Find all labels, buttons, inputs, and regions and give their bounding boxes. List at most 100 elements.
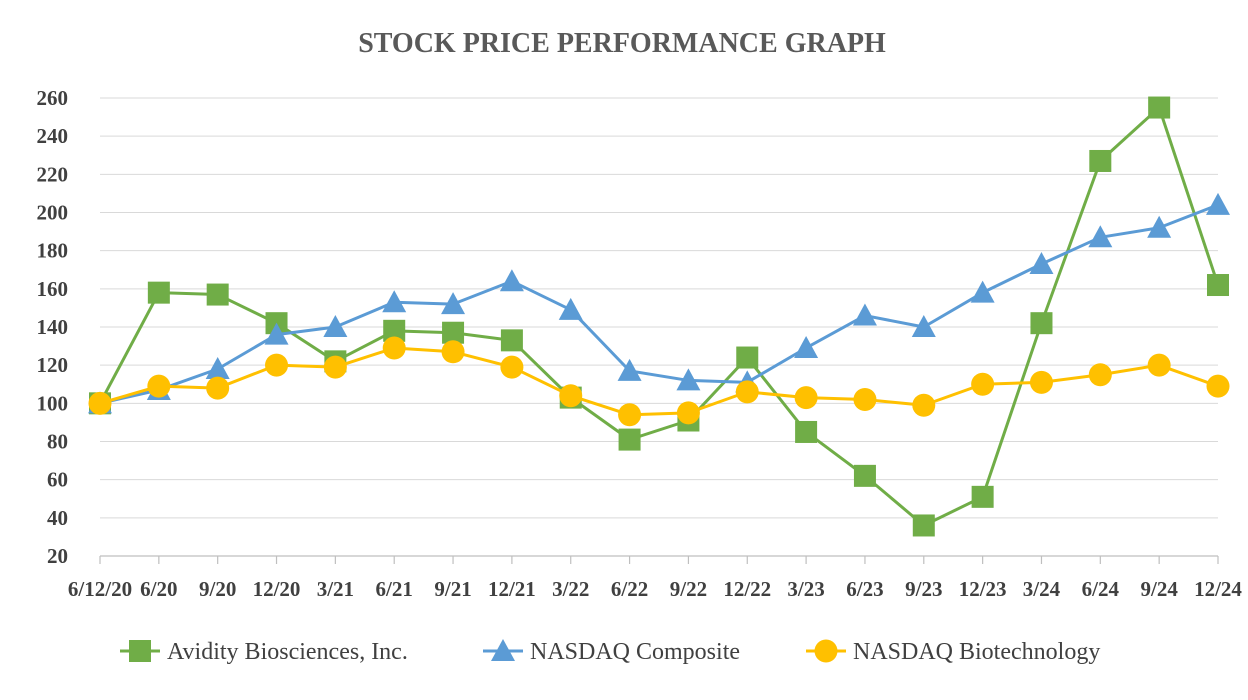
data-point	[676, 368, 701, 391]
data-point	[500, 355, 524, 379]
legend-label: Avidity Biosciences, Inc.	[167, 639, 408, 665]
x-tick-label: 12/20	[253, 577, 301, 601]
data-point	[500, 329, 523, 352]
series-1	[89, 96, 1229, 537]
x-axis	[99, 555, 1219, 564]
y-tick-label: 220	[37, 162, 69, 186]
y-tick-label: 60	[47, 468, 68, 492]
data-point	[88, 391, 112, 415]
data-point	[795, 420, 818, 443]
legend-marker	[129, 640, 151, 662]
series-lines	[88, 96, 1230, 537]
y-tick-label: 100	[37, 391, 69, 415]
legend: Avidity Biosciences, Inc. NASDAQ Composit…	[120, 639, 1100, 665]
x-tick-label: 6/12/20	[68, 577, 132, 601]
data-point	[1148, 96, 1171, 119]
y-tick-label: 80	[47, 430, 68, 454]
data-point	[1147, 353, 1171, 377]
data-point	[736, 346, 759, 369]
y-tick-label: 160	[37, 277, 69, 301]
x-tick-label: 9/23	[905, 577, 942, 601]
y-tick-label: 140	[37, 315, 69, 339]
data-point	[323, 315, 348, 337]
x-tick-label: 6/20	[140, 577, 177, 601]
y-tick-label: 120	[37, 353, 69, 377]
data-point	[206, 376, 230, 400]
x-tick-label: 12/23	[959, 577, 1007, 601]
data-point	[676, 401, 700, 425]
data-point	[206, 283, 229, 306]
x-tick-label: 6/22	[611, 577, 648, 601]
series-3	[88, 336, 1230, 427]
data-point	[382, 336, 406, 360]
x-tick-label: 12/24	[1194, 577, 1242, 601]
data-point	[1029, 252, 1054, 275]
data-point	[323, 355, 347, 379]
data-point	[1029, 370, 1053, 394]
data-point	[618, 428, 641, 451]
data-point	[912, 514, 935, 537]
data-point	[617, 358, 642, 381]
legend-item: NASDAQ Composite	[483, 639, 740, 665]
data-point	[794, 386, 818, 410]
data-point	[499, 269, 524, 292]
x-tick-label: 6/23	[846, 577, 883, 601]
data-point	[265, 353, 289, 377]
data-point	[970, 280, 995, 303]
data-point	[1207, 274, 1229, 297]
data-point	[1147, 215, 1172, 238]
y-tick-label: 200	[37, 201, 69, 225]
data-point	[853, 388, 877, 412]
y-tick-label: 20	[47, 544, 68, 568]
x-tick-label: 3/21	[317, 577, 354, 601]
data-point	[1088, 225, 1113, 248]
x-tick-label: 3/24	[1023, 577, 1061, 601]
data-point	[618, 403, 642, 427]
legend-item: NASDAQ Biotechnology	[806, 639, 1100, 665]
gridlines	[100, 97, 1218, 519]
series-line	[99, 203, 1219, 405]
chart-title: STOCK PRICE PERFORMANCE GRAPH	[358, 28, 886, 59]
x-tick-label: 9/21	[434, 577, 471, 601]
data-point	[852, 303, 877, 326]
data-point	[735, 380, 759, 404]
data-point	[441, 340, 465, 364]
data-point	[1206, 374, 1230, 398]
legend-marker	[491, 639, 515, 661]
data-point	[442, 321, 465, 344]
data-point	[794, 335, 819, 358]
x-axis-ticks: 6/12/20 6/20 9/20 12/20 3/21 6/21 9/21 12/21 3/2…	[68, 577, 1242, 601]
legend-item: Avidity Biosciences, Inc.	[120, 639, 408, 665]
data-point	[383, 319, 406, 342]
x-tick-label: 6/24	[1082, 577, 1120, 601]
data-point	[1206, 192, 1230, 215]
data-point	[912, 393, 936, 417]
data-point	[147, 281, 170, 304]
data-point	[911, 315, 936, 337]
x-tick-label: 3/22	[552, 577, 589, 601]
y-tick-label: 260	[37, 86, 69, 110]
legend-label: NASDAQ Biotechnology	[853, 639, 1100, 665]
data-point	[147, 374, 171, 398]
y-tick-label: 40	[47, 506, 68, 530]
legend-marker	[814, 639, 838, 663]
data-point	[441, 292, 466, 315]
y-tick-label: 180	[37, 239, 69, 263]
data-point	[264, 322, 289, 345]
legend-label: NASDAQ Composite	[530, 639, 740, 665]
data-point	[971, 485, 994, 508]
y-tick-label: 240	[37, 124, 69, 148]
x-tick-label: 9/24	[1140, 577, 1178, 601]
data-point	[382, 290, 407, 313]
data-point	[853, 464, 876, 487]
y-axis-ticks: 20 40 60 80 100 120 140 160 180 200 220 240 260	[37, 86, 69, 568]
data-point	[559, 384, 583, 408]
data-point	[205, 356, 230, 379]
x-tick-label: 12/21	[488, 577, 536, 601]
x-tick-label: 3/23	[787, 577, 824, 601]
x-tick-label: 9/22	[670, 577, 707, 601]
data-point	[971, 372, 995, 396]
data-point	[1088, 363, 1112, 387]
